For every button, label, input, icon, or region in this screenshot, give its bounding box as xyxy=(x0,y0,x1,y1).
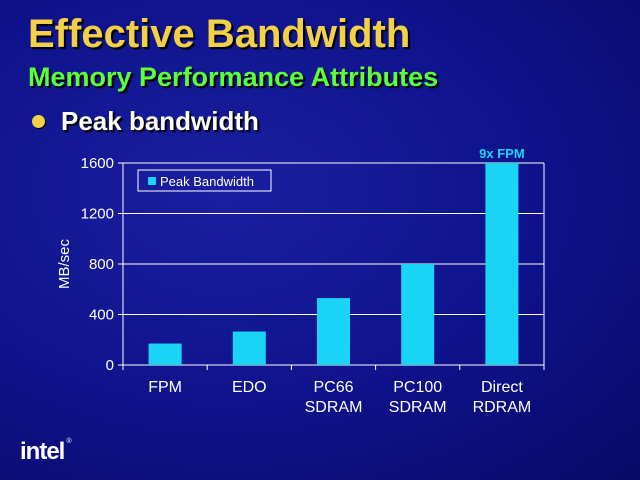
bar-pc66-sdram xyxy=(317,298,350,365)
y-tick-label: 800 xyxy=(89,256,114,273)
y-tick-label: 0 xyxy=(106,357,114,374)
x-tick-label: Direct xyxy=(481,379,523,396)
x-tick-label: SDRAM xyxy=(305,399,363,416)
legend-box xyxy=(137,169,272,192)
logo-text: intel xyxy=(20,438,65,465)
bar-pc100-sdram xyxy=(401,264,435,365)
x-tick-label: EDO xyxy=(232,379,267,396)
x-tick-label: PC100 xyxy=(393,379,442,396)
bullet-text: Peak bandwidth xyxy=(61,106,259,136)
x-tick-label: SDRAM xyxy=(389,399,447,416)
bar-fpm xyxy=(148,343,182,365)
bar-edo xyxy=(232,331,266,365)
slide-subtitle: Memory Performance Attributes xyxy=(28,62,439,92)
logo-registered-mark: ® xyxy=(66,438,71,445)
y-tick-label: 400 xyxy=(89,307,114,324)
y-axis-title: MB/sec xyxy=(56,238,73,289)
legend-label: Peak Bandwidth xyxy=(160,174,254,189)
bullet-dot-icon xyxy=(32,115,45,128)
x-tick-label: RDRAM xyxy=(473,399,532,416)
x-tick-label: FPM xyxy=(148,379,182,396)
x-tick-label: PC66 xyxy=(313,379,353,396)
intel-logo: intel ® xyxy=(20,438,72,466)
y-tick-label: 1200 xyxy=(81,206,114,223)
bullet-item: Peak bandwidth xyxy=(32,106,259,137)
slide-title: Effective Bandwidth xyxy=(28,12,411,56)
y-tick-label: 1600 xyxy=(81,155,114,172)
bar-annotation: 9x FPM xyxy=(479,146,525,161)
bar-direct-rdram xyxy=(485,163,519,365)
legend-swatch xyxy=(148,177,156,185)
